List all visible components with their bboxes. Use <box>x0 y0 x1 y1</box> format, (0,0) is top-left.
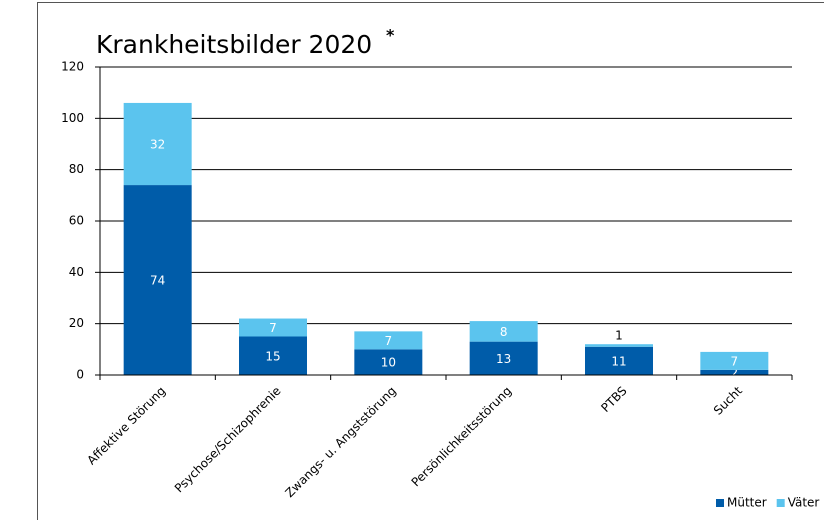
value-label: 11 <box>611 354 626 368</box>
chart-title: Krankheitsbilder 2020 <box>96 30 372 59</box>
legend-swatch <box>776 499 785 507</box>
value-label: 1 <box>615 329 623 343</box>
value-label: 7 <box>731 354 739 368</box>
title-note: * <box>386 26 395 45</box>
bar-segment <box>239 318 307 337</box>
y-tick-label: 20 <box>69 316 84 330</box>
bar-segment <box>239 336 307 375</box>
value-label: 7 <box>385 334 393 348</box>
value-label: 7 <box>269 321 277 335</box>
bar-segment <box>700 351 769 370</box>
x-tick-label: Zwangs- u. Angststörung <box>282 384 398 500</box>
x-tick-label: Persönlichkeitsstörung <box>409 384 515 490</box>
y-tick-label: 0 <box>76 368 84 382</box>
frame <box>37 2 824 520</box>
value-label: 32 <box>150 138 165 152</box>
legend-label: Mütter <box>727 496 767 510</box>
value-label: 10 <box>381 356 396 370</box>
legend-swatch <box>716 499 724 507</box>
bar-segment <box>123 185 192 375</box>
x-tick-label: Psychose/Schizophrenie <box>172 384 284 496</box>
y-tick-label: 80 <box>69 162 84 176</box>
bar-segment <box>585 344 653 347</box>
x-tick-label: PTBS <box>598 384 629 415</box>
value-label: 74 <box>150 274 165 288</box>
bar-segment <box>469 341 538 375</box>
bar-segment <box>354 331 423 350</box>
value-label: 15 <box>265 349 280 363</box>
bar-segment <box>123 102 192 186</box>
value-label: 2 <box>731 366 739 380</box>
y-tick-label: 100 <box>61 111 84 125</box>
bar-segment <box>354 349 423 375</box>
legend-label: Väter <box>788 496 820 510</box>
x-tick-label: Sucht <box>711 383 745 417</box>
y-tick-label: 60 <box>69 214 84 228</box>
value-label: 8 <box>500 325 508 339</box>
x-tick-label: Affektive Störung <box>84 384 168 468</box>
bar-segment <box>585 346 653 375</box>
bar-segment <box>469 321 538 342</box>
bar-segment <box>700 369 769 375</box>
value-label: 13 <box>496 352 511 366</box>
y-tick-label: 40 <box>69 265 84 279</box>
y-tick-label: 120 <box>61 60 84 74</box>
